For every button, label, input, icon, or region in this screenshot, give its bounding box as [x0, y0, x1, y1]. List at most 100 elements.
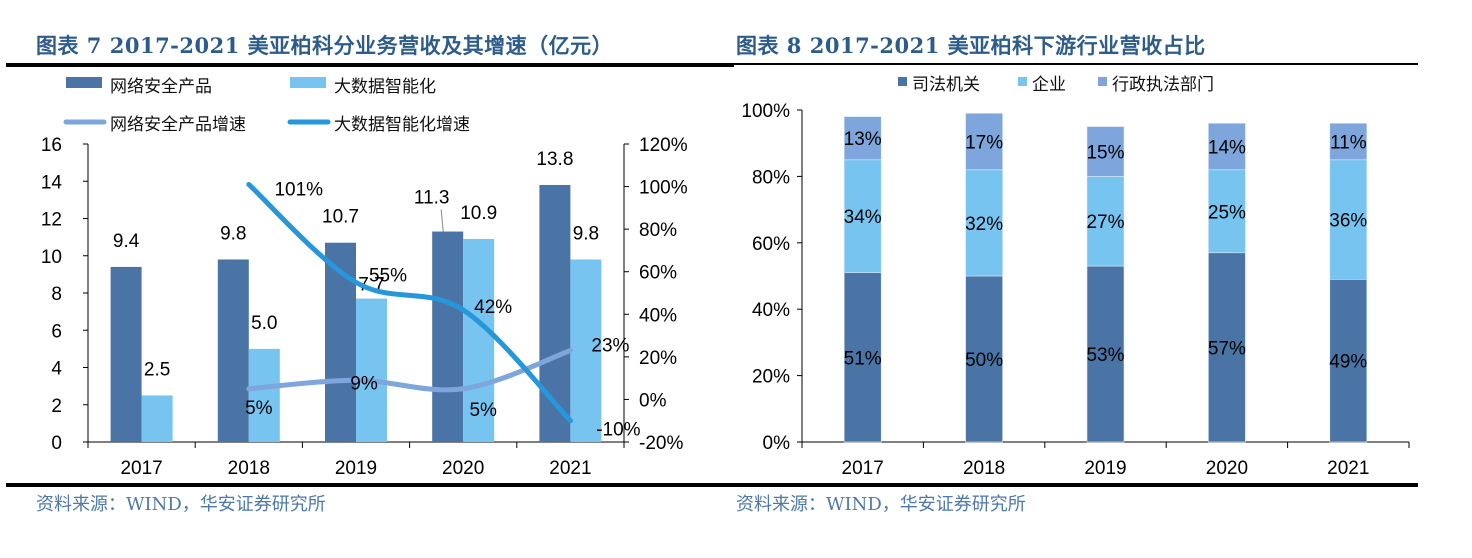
x-tick-label: 2017 [120, 458, 162, 479]
bar-network-security [432, 231, 464, 442]
data-label-growth: 55% [369, 265, 407, 286]
x-tick-label: 2017 [842, 458, 884, 479]
y-tick-label-left: 14 [41, 172, 63, 193]
y-tick-label-right: 80% [639, 220, 677, 241]
x-tick-label: 2021 [1327, 458, 1369, 479]
y-tick-label-right: 120% [639, 135, 688, 156]
y-tick-label-left: 10 [41, 247, 62, 268]
y-tick-label-left: 2 [51, 396, 62, 417]
data-label-big-data: 5.0 [251, 313, 277, 334]
y-tick-label: 0% [763, 433, 791, 454]
right-source-note: 资料来源：WIND，华安证券研究所 [736, 494, 1026, 515]
data-label-share: 34% [844, 207, 882, 228]
right-title-rule [734, 63, 1418, 65]
data-label-share: 11% [1330, 133, 1367, 154]
data-label-network-security: 11.3 [414, 188, 450, 209]
data-label-growth: 5% [469, 400, 497, 421]
data-label-share: 15% [1086, 143, 1124, 164]
bar-segment-enterprise [1329, 159, 1368, 280]
legend-label: 大数据智能化 [334, 77, 436, 97]
data-label-share: 49% [1329, 352, 1367, 373]
bar-network-security [217, 259, 249, 442]
data-label-share: 17% [965, 133, 1003, 154]
bar-segment-judicial [1329, 279, 1368, 443]
legend-label: 网络安全产品增速 [110, 115, 246, 135]
legend-swatch [290, 77, 326, 88]
bar-segment-admin [1208, 122, 1246, 171]
data-label-network-security: 9.8 [220, 223, 246, 244]
y-tick-label-left: 4 [51, 359, 62, 380]
bar-network-security [110, 266, 142, 442]
data-label-share: 50% [965, 350, 1003, 371]
x-tick-label: 2020 [442, 458, 484, 479]
data-label-share: 13% [844, 129, 882, 150]
data-label-big-data: 2.5 [144, 359, 170, 380]
data-label-share: 53% [1086, 345, 1124, 366]
bar-segment-admin [843, 116, 882, 161]
y-tick-label-left: 8 [51, 284, 62, 305]
y-tick-label-right: 0% [639, 390, 667, 411]
y-tick-label-left: 12 [41, 210, 62, 231]
legend-label: 大数据智能化增速 [334, 115, 470, 135]
legend-label: 企业 [1032, 75, 1066, 95]
legend-swatch [1018, 77, 1027, 86]
x-tick-label: 2018 [963, 458, 1005, 479]
y-tick-label-right: -20% [639, 433, 683, 454]
y-tick-label: 60% [752, 234, 790, 255]
y-tick-label-right: 40% [639, 305, 677, 326]
x-tick-label: 2018 [228, 458, 270, 479]
data-label-growth: 5% [245, 398, 273, 419]
bar-network-security [325, 242, 356, 442]
legend-label: 行政执法部门 [1112, 75, 1214, 95]
data-label-share: 14% [1208, 138, 1246, 159]
right-chart-title: 图表 8 2017-2021 美亚柏科下游行业营收占比 [736, 33, 1206, 58]
bar-segment-judicial [843, 272, 882, 443]
bar-big-data [248, 348, 280, 442]
y-tick-label-right: 100% [639, 178, 688, 199]
legend-swatch [66, 77, 102, 88]
bottom-rule [6, 483, 1418, 487]
left-source-note: 资料来源：WIND，华安证券研究所 [36, 494, 326, 515]
bar-segment-enterprise [1208, 169, 1246, 254]
y-tick-label-right: 20% [639, 348, 677, 369]
data-label-growth: -10% [596, 420, 640, 441]
bar-segment-enterprise [1086, 176, 1125, 267]
data-label-network-security: 9.4 [113, 231, 140, 252]
data-label-growth: 23% [591, 335, 629, 356]
bar-big-data [356, 298, 387, 442]
data-label-share: 57% [1208, 338, 1246, 359]
y-tick-label-left: 6 [51, 321, 62, 342]
data-label-share: 25% [1208, 202, 1246, 223]
leader-line [440, 209, 444, 232]
bar-segment-admin [1086, 126, 1125, 177]
data-label-growth: 101% [274, 179, 323, 200]
left-title-rule [6, 63, 734, 67]
legend-swatch [1098, 77, 1107, 86]
data-label-growth: 9% [350, 373, 378, 394]
bar-segment-judicial [1086, 265, 1125, 443]
y-tick-label: 20% [752, 367, 790, 388]
y-tick-label-right: 60% [639, 263, 677, 284]
line-big-data-growth [246, 181, 573, 424]
data-label-share: 51% [844, 348, 882, 369]
bar-big-data [570, 259, 602, 442]
data-label-big-data: 10.9 [460, 203, 497, 224]
data-label-network-security: 13.8 [536, 149, 573, 170]
data-label-big-data: 9.8 [573, 223, 599, 244]
bar-segment-admin [965, 113, 1003, 171]
legend-swatch [898, 77, 907, 86]
y-tick-label: 40% [752, 300, 790, 321]
legend-label: 司法机关 [912, 75, 980, 95]
x-tick-label: 2020 [1206, 458, 1248, 479]
y-tick-label: 80% [752, 167, 790, 188]
y-tick-label-left: 0 [51, 433, 62, 454]
data-label-network-security: 10.7 [322, 207, 359, 228]
bar-segment-enterprise [843, 159, 882, 273]
data-label-growth: 42% [474, 297, 512, 318]
line-network-security-growth [246, 347, 573, 393]
legend-label: 网络安全产品 [110, 77, 212, 97]
bar-segment-enterprise [965, 169, 1003, 277]
left-chart-title: 图表 7 2017-2021 美亚柏科分业务营收及其增速（亿元） [36, 33, 614, 58]
bar-big-data [463, 238, 495, 442]
